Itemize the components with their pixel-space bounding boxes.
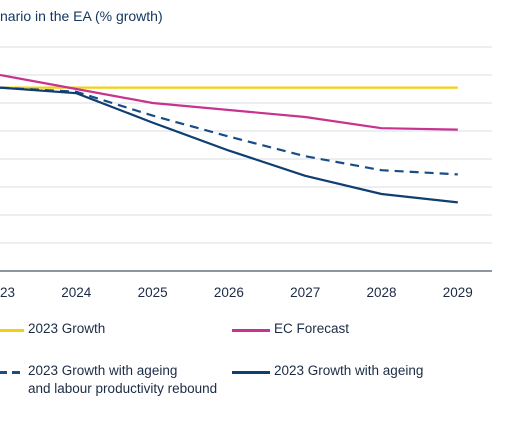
legend-item-4: 2023 Growth with ageing bbox=[232, 362, 423, 380]
gridlines bbox=[0, 46, 492, 244]
legend-item-2: EC Forecast bbox=[232, 320, 349, 338]
chart-title: nario in the EA (% growth) bbox=[0, 8, 163, 24]
series-lines bbox=[0, 73, 458, 204]
legend-item-1: 2023 Growth bbox=[0, 320, 105, 338]
x-tick-label: 2028 bbox=[366, 285, 396, 300]
x-tick-label: 23 bbox=[0, 285, 15, 300]
x-tick-label: 2029 bbox=[443, 285, 473, 300]
legend-label: 2023 Growth bbox=[28, 321, 106, 336]
x-tick-label: 2027 bbox=[290, 285, 320, 300]
series-line-3 bbox=[0, 86, 458, 176]
legend-item-3: 2023 Growth with ageing and labour produ… bbox=[0, 362, 217, 398]
series-line-2 bbox=[0, 73, 458, 131]
legend-label: 2023 Growth with ageing bbox=[274, 363, 424, 378]
series-line-4 bbox=[0, 86, 458, 204]
legend-swatch bbox=[0, 371, 24, 374]
legend-swatch bbox=[232, 371, 270, 374]
x-tick-label: 2025 bbox=[138, 285, 168, 300]
legend-swatch bbox=[232, 329, 270, 332]
legend-label: EC Forecast bbox=[274, 321, 350, 336]
x-tick-label: 2026 bbox=[214, 285, 244, 300]
legend-swatch bbox=[0, 329, 24, 332]
x-tick-labels: 23 2024 2025 2026 2027 2028 2029 bbox=[0, 285, 473, 300]
legend-label: 2023 Growth with ageing and labour produ… bbox=[28, 363, 218, 396]
x-tick-label: 2024 bbox=[61, 285, 92, 300]
